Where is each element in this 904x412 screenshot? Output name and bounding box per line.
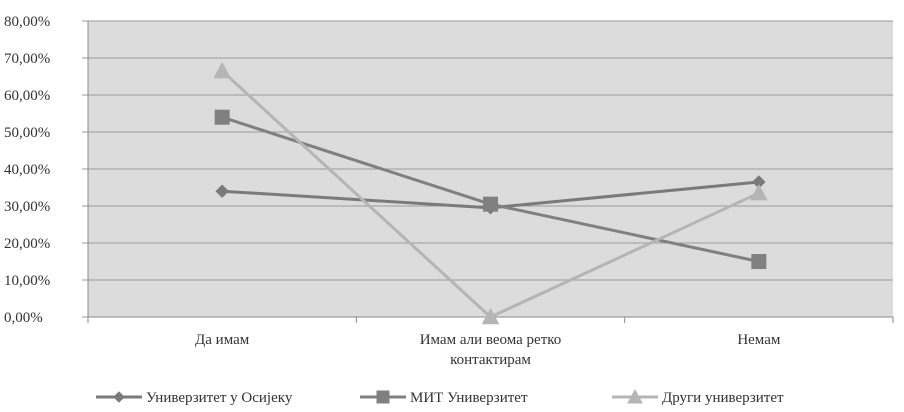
diamond-marker [113, 391, 125, 403]
y-tick-label: 60,00% [4, 88, 50, 104]
square-marker [214, 109, 230, 125]
y-tick-label: 70,00% [4, 51, 50, 67]
series-2 [214, 109, 767, 269]
x-category-label: контактирам [450, 352, 531, 368]
series-lines [213, 61, 768, 325]
y-tick-label: 50,00% [4, 125, 50, 141]
y-tick-label: 20,00% [4, 236, 50, 252]
x-category-label: Имам али веома ретко [420, 332, 562, 348]
y-tick-label: 80,00% [4, 14, 50, 30]
triangle-marker [481, 307, 500, 325]
y-axis-tick-labels: 0,00% 10,00% 20,00% 30,00% 40,00% 50,00% 60,00… [4, 14, 50, 326]
x-category-label: Да имам [195, 332, 250, 348]
y-tick-label: 10,00% [4, 273, 50, 289]
y-tick-label: 30,00% [4, 199, 50, 215]
y-tick-label: 0,00% [4, 310, 43, 326]
legend-item: Други универзитет [612, 388, 784, 406]
y-tick-label: 40,00% [4, 162, 50, 178]
square-marker [376, 390, 390, 404]
x-category-label: Немам [737, 332, 781, 348]
triangle-marker [627, 388, 643, 404]
legend-label: МИТ Универзитет [410, 390, 528, 406]
legend-label: Други универзитет [662, 390, 784, 406]
triangle-marker [749, 183, 768, 201]
legend: Универзитет у Осијеку МИТ Универзитет Друг… [96, 388, 784, 406]
triangle-marker [213, 61, 232, 79]
square-marker [751, 254, 767, 269]
legend-item: МИТ Универзитет [360, 390, 528, 406]
diamond-marker [215, 184, 229, 198]
series-3 [213, 61, 768, 325]
square-marker [483, 196, 498, 212]
legend-label: Универзитет у Осијеку [146, 390, 293, 406]
legend-item: Универзитет у Осијеку [96, 390, 293, 406]
